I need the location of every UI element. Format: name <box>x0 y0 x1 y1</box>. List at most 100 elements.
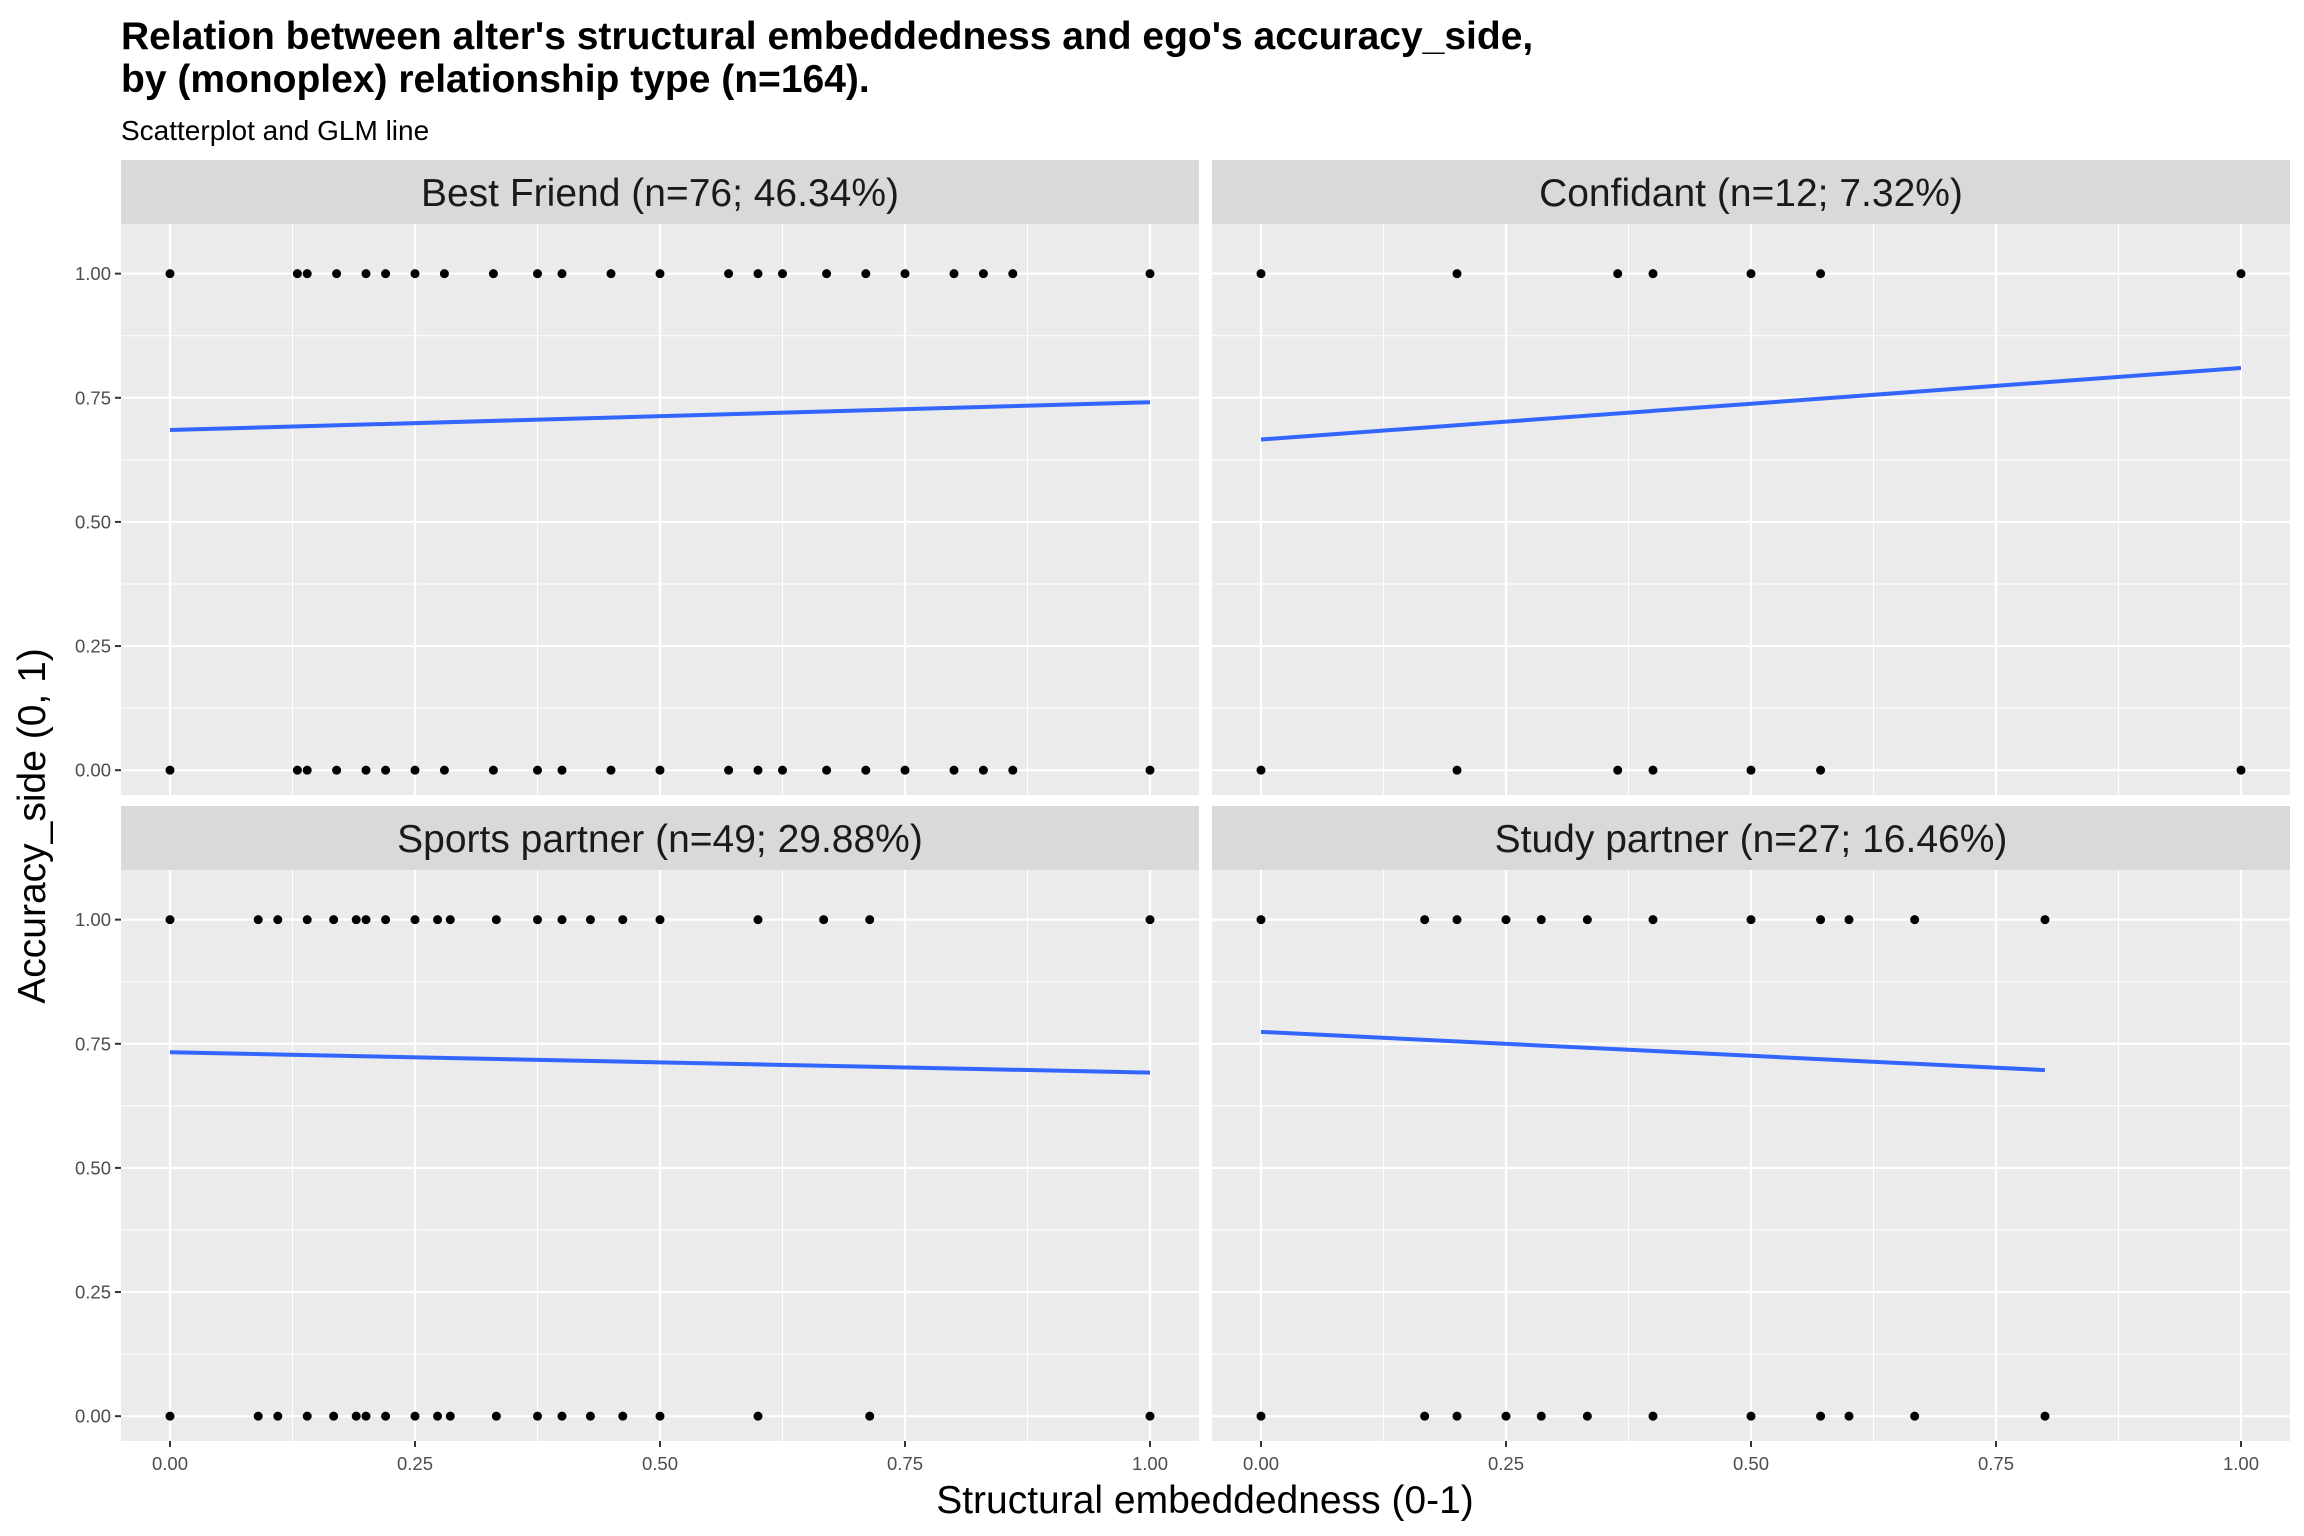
data-point <box>724 765 734 775</box>
facet-strip <box>1212 160 2290 224</box>
data-point <box>655 269 665 279</box>
data-point <box>491 1411 501 1421</box>
x-tick-label: 0.50 <box>1733 1453 1769 1474</box>
data-point <box>1844 1411 1854 1421</box>
data-point <box>1008 765 1018 775</box>
y-tick-label: 1.00 <box>75 263 111 284</box>
data-point <box>1648 269 1658 279</box>
y-tick-label: 0.00 <box>75 760 111 781</box>
data-point <box>1452 765 1462 775</box>
data-point <box>1420 1411 1430 1421</box>
data-point <box>865 1411 875 1421</box>
data-point <box>753 269 763 279</box>
data-point <box>165 1411 175 1421</box>
data-point <box>1910 915 1920 925</box>
data-point <box>1452 1411 1462 1421</box>
data-point <box>491 915 501 925</box>
data-point <box>533 765 542 775</box>
data-point <box>1536 1411 1546 1421</box>
data-point <box>900 269 910 279</box>
data-point <box>753 915 763 925</box>
data-point <box>1452 269 1462 279</box>
data-point <box>351 1411 361 1421</box>
data-point <box>410 915 420 925</box>
data-point <box>1536 915 1546 925</box>
data-point <box>445 915 455 925</box>
data-point <box>488 269 498 279</box>
data-point <box>1501 1411 1511 1421</box>
facet-panel: Best Friend (n=76; 46.34%) 0.00 0.25 0.50 0.… <box>75 160 1199 795</box>
y-tick-label: 0.00 <box>75 1406 111 1427</box>
y-tick-label: 0.50 <box>75 1157 111 1178</box>
x-tick-label: 0.50 <box>642 1453 678 1474</box>
data-point <box>822 269 832 279</box>
facet-strip-label: Best Friend (n=76; 46.34%) <box>421 172 899 215</box>
data-point <box>410 269 420 279</box>
data-point <box>351 915 361 925</box>
data-point <box>753 765 763 775</box>
data-point <box>433 915 443 925</box>
data-point <box>302 915 312 925</box>
data-point <box>381 269 391 279</box>
y-tick-label: 0.25 <box>75 1282 111 1303</box>
data-point <box>861 765 871 775</box>
data-point <box>361 269 371 279</box>
y-axis-title: Accuracy_side (0, 1) <box>11 648 54 1003</box>
data-point <box>724 269 734 279</box>
x-tick-label: 0.00 <box>1243 1453 1279 1474</box>
data-point <box>361 1411 371 1421</box>
data-point <box>1256 1411 1266 1421</box>
data-point <box>949 269 959 279</box>
data-point <box>1145 269 1155 279</box>
data-point <box>606 765 616 775</box>
data-point <box>655 1411 665 1421</box>
data-point <box>410 765 420 775</box>
data-point <box>1613 765 1623 775</box>
data-point <box>253 1411 263 1421</box>
data-point <box>557 269 567 279</box>
x-tick-label: 0.00 <box>152 1453 188 1474</box>
data-point <box>822 765 832 775</box>
data-point <box>533 1411 542 1421</box>
data-point <box>302 765 312 775</box>
data-point <box>381 915 391 925</box>
data-point <box>949 765 959 775</box>
data-point <box>1452 915 1462 925</box>
data-point <box>165 269 175 279</box>
data-point <box>439 765 449 775</box>
data-point <box>778 269 787 279</box>
x-tick-label: 0.25 <box>397 1453 433 1474</box>
data-point <box>433 1411 443 1421</box>
data-point <box>1145 765 1155 775</box>
data-point <box>1256 765 1266 775</box>
data-point <box>292 269 302 279</box>
data-point <box>1746 1411 1756 1421</box>
data-point <box>557 915 567 925</box>
data-point <box>557 1411 567 1421</box>
data-point <box>361 915 371 925</box>
data-point <box>618 915 628 925</box>
data-point <box>302 1411 312 1421</box>
data-point <box>410 1411 420 1421</box>
data-point <box>1816 1411 1826 1421</box>
facet-strip <box>121 160 1199 224</box>
y-tick-label: 0.25 <box>75 636 111 657</box>
facet-panels: Best Friend (n=76; 46.34%) 0.00 0.25 0.50 0.… <box>75 160 2290 1474</box>
data-point <box>1256 269 1266 279</box>
x-tick-label: 1.00 <box>2223 1453 2259 1474</box>
data-point <box>381 1411 391 1421</box>
data-point <box>2040 1411 2050 1421</box>
facet-panel: Confidant (n=12; 7.32%) <box>1212 160 2290 795</box>
data-point <box>1648 1411 1658 1421</box>
data-point <box>1746 765 1756 775</box>
chart-subtitle: Scatterplot and GLM line <box>121 115 429 146</box>
data-point <box>585 915 595 925</box>
data-point <box>606 269 616 279</box>
data-point <box>1420 915 1430 925</box>
data-point <box>1910 1411 1920 1421</box>
data-point <box>2236 765 2246 775</box>
data-point <box>1746 915 1756 925</box>
data-point <box>2040 915 2050 925</box>
data-point <box>1145 915 1155 925</box>
data-point <box>329 915 339 925</box>
